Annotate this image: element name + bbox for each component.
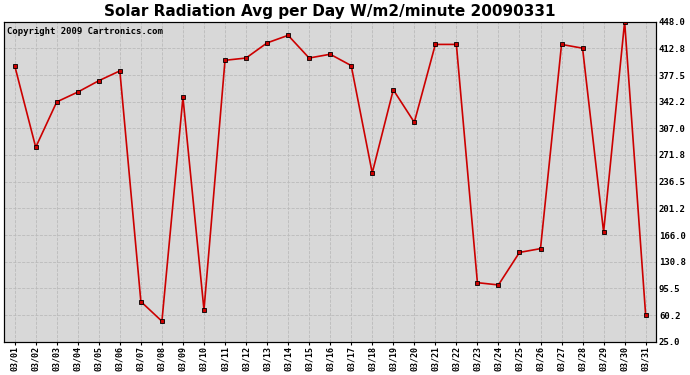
Title: Solar Radiation Avg per Day W/m2/minute 20090331: Solar Radiation Avg per Day W/m2/minute … — [104, 4, 556, 19]
Text: Copyright 2009 Cartronics.com: Copyright 2009 Cartronics.com — [8, 27, 164, 36]
